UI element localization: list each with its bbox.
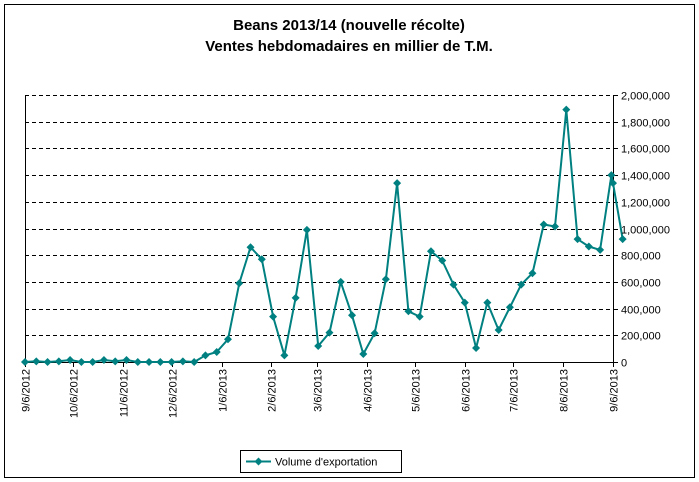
data-point (32, 357, 41, 366)
data-point (551, 222, 560, 231)
data-point (190, 358, 199, 366)
data-point (235, 279, 244, 288)
data-point (562, 105, 571, 114)
data-point (122, 355, 131, 364)
data-point (178, 357, 187, 366)
data-point (573, 235, 582, 244)
data-point (393, 179, 402, 188)
data-point (449, 280, 458, 289)
data-point (415, 312, 424, 321)
x-tick-label: 9/6/2013 (609, 369, 621, 412)
data-point (472, 343, 481, 352)
x-tick-label: 7/6/2013 (509, 369, 521, 412)
data-point (494, 325, 503, 334)
data-point (66, 355, 75, 364)
y-tick-label: 2,000,000 (621, 91, 670, 103)
y-tick-labels: 0 200,000 400,000 600,000 800,000 1,000,000 1,… (621, 91, 670, 370)
data-point (618, 235, 627, 244)
data-point (212, 347, 221, 356)
data-point (280, 351, 289, 360)
x-tick-label: 8/6/2013 (559, 369, 571, 412)
gridlines (25, 95, 613, 336)
y-tick-label: 400,000 (621, 305, 661, 317)
data-point (145, 358, 154, 366)
y-tick-label: 1,400,000 (621, 171, 670, 183)
chart-title: Beans 2013/14 (nouvelle récolte) (233, 17, 465, 34)
data-point (133, 358, 142, 366)
data-point (223, 335, 232, 344)
y-tick-label: 1,000,000 (621, 225, 670, 237)
data-point (359, 349, 368, 358)
data-point (528, 269, 537, 278)
plot-area (25, 95, 613, 362)
data-point (539, 220, 548, 229)
y-tick-label: 1,800,000 (621, 118, 670, 130)
y-tick-label: 600,000 (621, 278, 661, 290)
data-point (404, 307, 413, 316)
data-point (596, 245, 605, 254)
chart-subtitle: Ventes hebdomadaires en millier de T.M. (205, 38, 493, 55)
x-tick-label: 5/6/2013 (411, 369, 423, 412)
y-tick-label: 1,200,000 (621, 198, 670, 210)
x-tick-label: 3/6/2013 (313, 369, 325, 412)
legend-label: Volume d'exportation (275, 457, 377, 469)
data-point (609, 179, 617, 188)
x-tick-label: 10/6/2012 (69, 369, 81, 418)
data-point (325, 328, 334, 337)
data-point (584, 242, 593, 251)
data-point (201, 351, 210, 360)
legend: Volume d'exportation (240, 450, 402, 473)
x-tick-label: 1/6/2013 (218, 369, 230, 412)
y-tick-label: 200,000 (621, 331, 661, 343)
data-point (438, 256, 447, 265)
data-point (269, 312, 278, 321)
data-point (291, 293, 300, 302)
data-point (167, 358, 176, 366)
axes (25, 95, 618, 367)
data-point (381, 275, 390, 284)
data-point (517, 280, 526, 289)
data-point (336, 277, 345, 286)
series (21, 105, 627, 366)
x-tick-labels: 9/6/2012 10/6/2012 11/6/2012 12/6/2012 1/6/2… (21, 369, 621, 418)
data-point (99, 355, 108, 364)
data-point (460, 298, 469, 307)
data-point (77, 358, 86, 366)
data-point (314, 341, 323, 350)
x-tick-label: 6/6/2013 (461, 369, 473, 412)
x-tick-label: 9/6/2012 (21, 369, 33, 412)
data-point (21, 358, 29, 366)
data-point (246, 243, 255, 252)
data-point (348, 311, 357, 320)
data-point (156, 358, 165, 366)
data-point (302, 225, 311, 234)
data-point (607, 171, 616, 180)
data-point (111, 357, 120, 366)
y-tick-label: 0 (621, 358, 627, 370)
data-point (505, 303, 514, 312)
data-point (426, 247, 435, 256)
data-point (370, 329, 379, 338)
x-tick-label: 12/6/2012 (168, 369, 180, 418)
data-point (43, 358, 52, 366)
data-point (483, 298, 492, 307)
legend-box (240, 450, 402, 473)
x-tick-label: 2/6/2013 (267, 369, 279, 412)
data-point (88, 358, 97, 366)
x-tick-label: 11/6/2012 (119, 369, 131, 417)
y-tick-label: 1,600,000 (621, 144, 670, 156)
data-point (257, 255, 266, 264)
data-point (54, 357, 63, 366)
y-tick-label: 800,000 (621, 251, 661, 263)
legend-diamond-icon (254, 457, 263, 466)
x-tick-label: 4/6/2013 (363, 369, 375, 412)
